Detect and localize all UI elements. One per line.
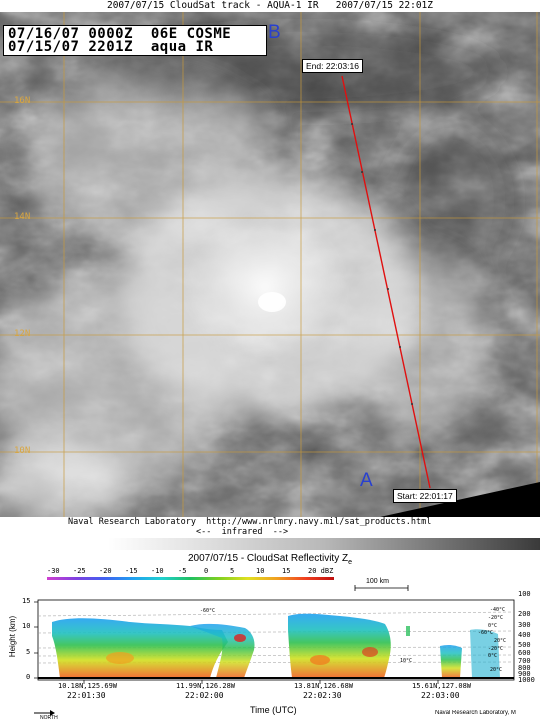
location-label: 10.18N,125.69W — [58, 682, 118, 690]
temp-label: 0°C — [488, 623, 498, 629]
temp-label: -60°C — [200, 608, 216, 614]
temp-label: -20°C — [488, 646, 504, 652]
reflectivity-colorbar — [47, 577, 334, 580]
pressure-tick: 100 — [518, 590, 531, 598]
colorbar-tick: 20 dBZ — [308, 567, 334, 575]
time-label: 22:01:30 — [67, 691, 106, 700]
satellite-title: 2007/07/15 CloudSat track - AQUA-1 IR 20… — [0, 0, 540, 12]
colorbar-tick: -20 — [99, 567, 112, 575]
lat-label-14n: 14N — [14, 212, 31, 222]
panel-credit: Naval Research Laboratory, M — [435, 710, 516, 716]
swath-edge — [380, 482, 540, 517]
temp-label: 10°C — [400, 658, 413, 664]
reflectivity-plot — [34, 577, 515, 716]
satellite-credit-line2: <-- infrared --> — [196, 527, 289, 537]
y-tick-5: 5 — [26, 648, 31, 656]
pressure-tick: 400 — [518, 631, 531, 639]
pressure-tick: 200 — [518, 610, 531, 618]
temperature-lines — [37, 611, 515, 664]
north-label: NORTH — [40, 715, 58, 721]
temp-label: 20°C — [490, 667, 503, 673]
temp-label: 20°C — [494, 638, 507, 644]
temp-label: -20°C — [488, 615, 504, 621]
colorbar-tick: 0 — [204, 567, 209, 575]
reflectivity-title-subscript: e — [348, 559, 352, 566]
temp-label: 0°C — [488, 653, 498, 659]
colorbar-tick: 15 — [282, 567, 291, 575]
colorbar-tick: -5 — [178, 567, 187, 575]
pressure-tick: 800 — [518, 664, 531, 672]
track-ticks — [351, 123, 413, 405]
location-label: 13.81N,126.68W — [294, 682, 354, 690]
pressure-tick: 700 — [518, 657, 531, 665]
y-axis-label: Height (km) — [8, 615, 18, 658]
pressure-tick: 500 — [518, 641, 531, 649]
marker-b-label: B — [268, 22, 281, 43]
pressure-tick: 300 — [518, 621, 531, 629]
cloudsat-track-line — [341, 75, 431, 489]
colorbar-tick: -15 — [125, 567, 138, 575]
temp-label: -40°C — [490, 607, 506, 613]
pressure-tick: 600 — [518, 649, 531, 657]
temp-label: -60°C — [478, 630, 494, 636]
y-tick-15: 15 — [22, 597, 31, 605]
colorbar-tick: 5 — [230, 567, 235, 575]
lat-label-12n: 12N — [14, 329, 31, 339]
satellite-credit-band: Naval Research Laboratory http://www.nrl… — [0, 517, 540, 539]
y-axis-ticks — [34, 601, 38, 679]
y-tick-10: 10 — [22, 622, 31, 630]
marker-a-label: A — [360, 470, 373, 491]
storm-header-box: 07/16/07 0000Z 06E COSME 07/15/07 2201Z … — [3, 25, 267, 56]
scale-bar-label: 100 km — [366, 578, 389, 585]
track-start-label: Start: 22:01:17 — [393, 489, 457, 503]
ir-cloud-imagery — [0, 12, 540, 517]
time-label: 22:02:30 — [303, 691, 342, 700]
y-tick-0: 0 — [26, 673, 31, 681]
pressure-tick: 900 — [518, 670, 531, 678]
time-label: 22:02:00 — [185, 691, 224, 700]
lat-label-16n: 16N — [14, 96, 31, 106]
location-label: 15.61N,127.08W — [412, 682, 472, 690]
x-axis-ticks — [83, 680, 439, 684]
time-label: 22:03:00 — [421, 691, 460, 700]
satellite-credit-line1: Naval Research Laboratory http://www.nrl… — [68, 517, 432, 527]
colorbar-tick: -10 — [151, 567, 164, 575]
location-label: 11.99N,126.28W — [176, 682, 236, 690]
colorbar-tick: 10 — [256, 567, 265, 575]
x-axis-label: Time (UTC) — [250, 705, 297, 715]
colorbar-tick: -25 — [73, 567, 86, 575]
reflectivity-panel: 2007/07/15 - CloudSat Reflectivity Ze — [0, 550, 540, 721]
colorbar-tick: -30 — [47, 567, 60, 575]
latlon-grid — [0, 12, 540, 517]
reflectivity-title-text: 2007/07/15 - CloudSat Reflectivity Z — [188, 553, 349, 564]
storm-header-line1: 07/16/07 0000Z 06E COSME — [8, 26, 232, 42]
pressure-tick: 1000 — [518, 676, 535, 684]
reflectivity-echoes — [52, 613, 500, 678]
ir-gray-scale-bar — [0, 538, 540, 550]
reflectivity-title: 2007/07/15 - CloudSat Reflectivity Ze — [0, 553, 540, 566]
storm-header-line2: 07/15/07 2201Z aqua IR — [8, 39, 214, 55]
lat-label-10n: 10N — [14, 446, 31, 456]
track-end-label: End: 22:03:16 — [302, 59, 363, 73]
satellite-ir-image: 07/16/07 0000Z 06E COSME 07/15/07 2201Z … — [0, 12, 540, 517]
